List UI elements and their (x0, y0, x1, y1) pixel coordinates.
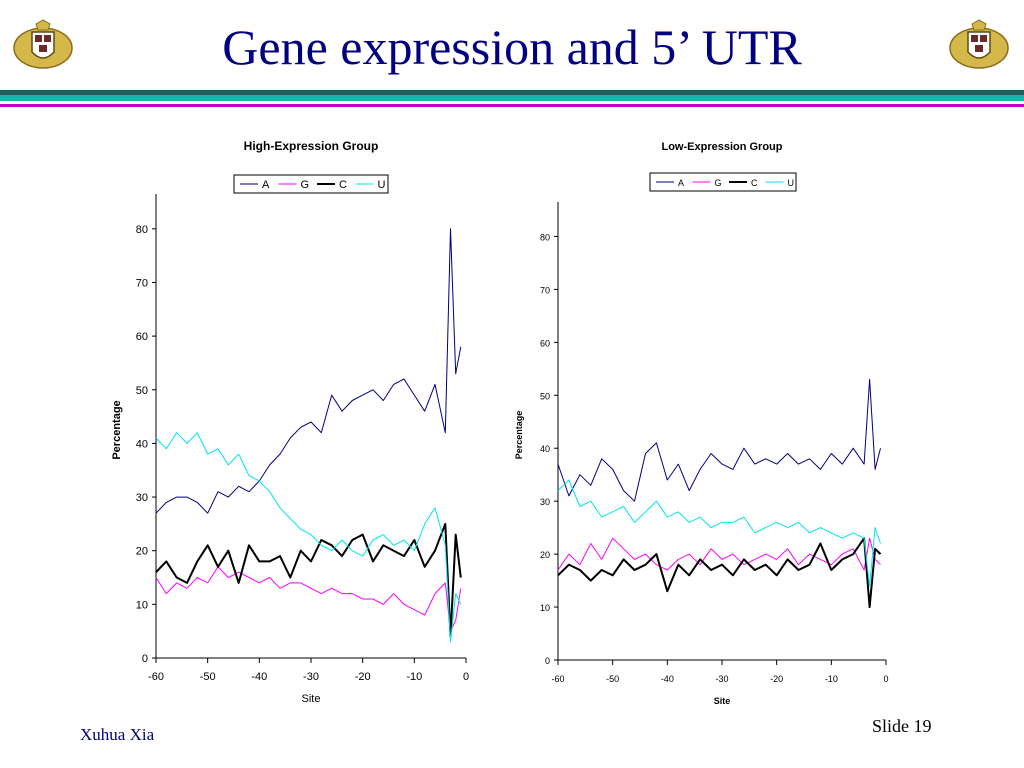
y-tick-label: 60 (136, 331, 148, 343)
chart-title: Low-Expression Group (661, 141, 782, 153)
legend-label: A (262, 179, 270, 191)
x-axis-label: Site (302, 693, 321, 705)
x-tick-label: -40 (251, 671, 267, 683)
x-tick-label: -50 (606, 674, 619, 684)
series-line-a (557, 378, 881, 502)
y-tick-label: 60 (540, 338, 550, 348)
x-tick-label: 0 (883, 674, 888, 684)
x-tick-label: -60 (551, 674, 564, 684)
y-tick-label: 50 (540, 391, 550, 401)
y-tick-label: 30 (136, 492, 148, 504)
legend-label: A (678, 178, 684, 188)
y-tick-label: 10 (136, 599, 148, 611)
y-tick-label: 0 (142, 653, 148, 665)
y-tick-label: 50 (136, 385, 148, 397)
series-line-c (557, 537, 882, 609)
y-tick-label: 30 (540, 497, 550, 507)
divider-band-teal (0, 95, 1024, 101)
series-line-u (155, 432, 462, 643)
y-axis-label: Percentage (111, 400, 123, 459)
y-tick-label: 20 (540, 550, 550, 560)
y-tick-label: 40 (540, 444, 550, 454)
x-tick-label: -30 (715, 674, 728, 684)
series-line-c (155, 522, 462, 638)
legend-box (649, 172, 797, 192)
legend-label: C (339, 179, 347, 191)
divider-band-dark (0, 90, 1024, 95)
y-tick-label: 80 (540, 232, 550, 242)
x-tick-label: -50 (200, 671, 216, 683)
y-tick-label: 0 (545, 656, 550, 666)
chart-title: High-Expression Group (244, 139, 379, 153)
y-tick-label: 80 (136, 224, 148, 236)
y-tick-label: 70 (136, 277, 148, 289)
university-crest-icon (13, 19, 73, 69)
x-tick-label: -30 (303, 671, 319, 683)
y-tick-label: 40 (136, 438, 148, 450)
high-expression-chart: High-Expression Group 0 10 20 30 40 50 60 70 80 -6… (111, 139, 469, 705)
x-tick-label: -60 (148, 671, 164, 683)
x-tick-label: -40 (661, 674, 674, 684)
divider-band-magenta (0, 104, 1024, 107)
x-axis-label: Site (714, 696, 731, 706)
legend-label: G (301, 179, 310, 191)
legend-label: U (788, 178, 795, 188)
series-line-g (557, 537, 881, 571)
legend-label: U (378, 179, 386, 191)
series-line-u (557, 479, 881, 587)
legend-label: C (751, 178, 758, 188)
slide-title: Gene expression and 5’ UTR (222, 19, 802, 75)
author-name: Xuhua Xia (80, 725, 155, 744)
university-crest-icon (949, 19, 1009, 69)
low-expression-chart: Low-Expression Group 0 10 20 30 40 50 60 70 80 -60… (514, 141, 889, 706)
x-tick-label: -10 (406, 671, 422, 683)
y-tick-label: 10 (540, 603, 550, 613)
series-line-g (155, 566, 462, 632)
y-tick-label: 70 (540, 285, 550, 295)
legend-label: G (715, 178, 722, 188)
series-line-a (155, 228, 462, 514)
x-tick-label: -10 (825, 674, 838, 684)
x-tick-label: -20 (770, 674, 783, 684)
y-axis-label: Percentage (514, 411, 524, 460)
slide-number: Slide 19 (872, 716, 932, 736)
legend-box (233, 174, 389, 194)
x-tick-label: 0 (463, 671, 469, 683)
y-tick-label: 20 (136, 546, 148, 558)
x-tick-label: -20 (355, 671, 371, 683)
